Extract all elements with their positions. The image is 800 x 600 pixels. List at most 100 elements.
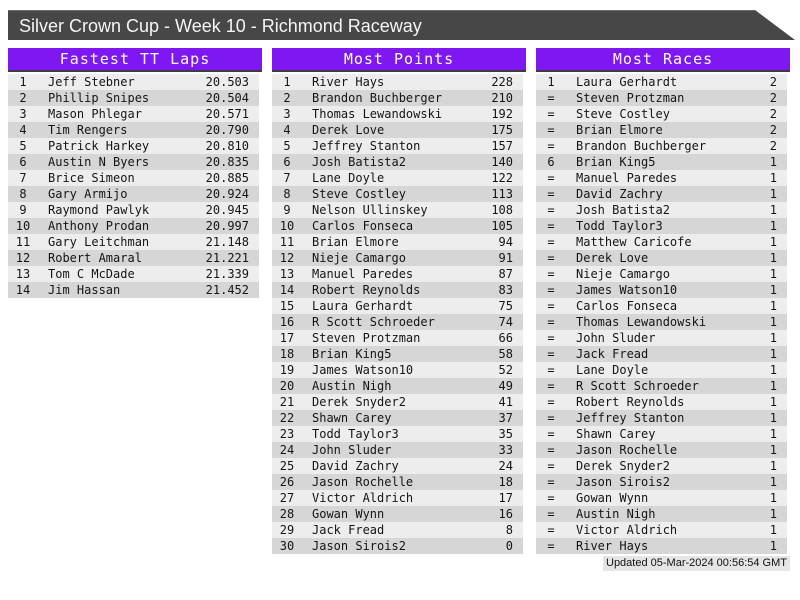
cell-value: 8 [505,523,513,537]
cell-name: R Scott Schroeder [312,315,435,329]
table-row: 3 Thomas Lewandowski 192 [272,106,523,122]
cell-value: 20.810 [205,139,249,153]
cell-value: 1 [769,187,777,201]
cell-value: 20.945 [205,203,249,217]
table-row: 10 Carlos Fonseca 105 [272,218,523,234]
table-row: 21 Derek Snyder2 41 [272,394,523,410]
cell-rank: 22 [279,411,295,425]
cell-name: Laura Gerhardt [312,299,414,313]
table-row: = Steven Protzman 2 [536,90,787,106]
cell-rank: 30 [279,539,295,553]
table-row: 9 Raymond Pawlyk 20.945 [8,202,259,218]
cell-name: Gary Leitchman [48,235,150,249]
cell-value: 1 [769,443,777,457]
leaderboard-rows-fastest-tt-laps: 1 Jeff Stebner 20.503 2 Phillip Snipes 20.504… [8,74,259,298]
cell-value: 1 [769,475,777,489]
cell-value: 0 [505,539,513,553]
cell-rank: 27 [279,491,295,505]
cell-rank: 12 [279,251,295,265]
cell-name: Jeffrey Stanton [576,411,685,425]
cell-rank: 9 [19,203,27,217]
cell-value: 17 [498,491,513,505]
table-row: = Nieje Camargo 1 [536,266,787,282]
cell-value: 1 [769,507,777,521]
cell-value: 2 [769,75,777,89]
cell-name: Shawn Carey [312,411,392,425]
cell-value: 24 [498,459,513,473]
cell-name: David Zachry [312,459,399,473]
cell-rank: = [547,203,555,217]
cell-name: Todd Taylor3 [576,219,663,233]
table-row: 11 Brian Elmore 94 [272,234,523,250]
cell-value: 1 [769,539,777,553]
cell-value: 1 [769,363,777,377]
cell-rank: 15 [279,299,295,313]
cell-rank: 25 [279,459,295,473]
cell-rank: 13 [279,267,295,281]
table-row: 30 Jason Sirois2 0 [272,538,523,554]
table-row: = Derek Snyder2 1 [536,458,787,474]
table-row: 6 Josh Batista2 140 [272,154,523,170]
cell-rank: 14 [15,283,31,297]
cell-name: Carlos Fonseca [576,299,678,313]
cell-name: Manuel Paredes [312,267,414,281]
table-row: = R Scott Schroeder 1 [536,378,787,394]
cell-name: Mason Phlegar [48,107,142,121]
cell-value: 192 [491,107,513,121]
cell-value: 1 [769,171,777,185]
table-row: = Matthew Caricofe 1 [536,234,787,250]
cell-rank: = [547,267,555,281]
cell-rank: = [547,347,555,361]
cell-name: Brian Elmore [576,123,663,137]
table-row: 1 Jeff Stebner 20.503 [8,74,259,90]
cell-rank: = [547,475,555,489]
table-row: = James Watson10 1 [536,282,787,298]
table-row: = Gowan Wynn 1 [536,490,787,506]
table-row: 2 Brandon Buchberger 210 [272,90,523,106]
cell-name: Patrick Harkey [48,139,150,153]
table-row: 7 Brice Simeon 20.885 [8,170,259,186]
cell-rank: 17 [279,331,295,345]
cell-rank: 29 [279,523,295,537]
cell-value: 2 [769,91,777,105]
cell-rank: = [547,299,555,313]
cell-value: 1 [769,395,777,409]
table-row: 12 Robert Amaral 21.221 [8,250,259,266]
cell-name: Jack Fread [312,523,385,537]
cell-name: Nelson Ullinskey [312,203,428,217]
cell-name: Gowan Wynn [576,491,649,505]
cell-name: River Hays [312,75,385,89]
table-row: = David Zachry 1 [536,186,787,202]
cell-rank: = [547,283,555,297]
cell-value: 1 [769,251,777,265]
table-row: 27 Victor Aldrich 17 [272,490,523,506]
cell-name: John Sluder [576,331,656,345]
cell-name: Robert Amaral [48,251,142,265]
table-row: 22 Shawn Carey 37 [272,410,523,426]
table-row: = Thomas Lewandowski 1 [536,314,787,330]
cell-name: Austin N Byers [48,155,150,169]
cell-name: R Scott Schroeder [576,379,699,393]
table-row: 19 James Watson10 52 [272,362,523,378]
table-row: 25 David Zachry 24 [272,458,523,474]
table-row: 12 Nieje Camargo 91 [272,250,523,266]
table-row: 17 Steven Protzman 66 [272,330,523,346]
cell-name: Brian King5 [576,155,656,169]
leaderboard-header-most-races: Most Races [536,48,790,72]
table-row: 15 Laura Gerhardt 75 [272,298,523,314]
cell-value: 1 [769,219,777,233]
table-row: = Derek Love 1 [536,250,787,266]
cell-value: 20.885 [205,171,249,185]
leaderboard-rows-most-races: 1 Laura Gerhardt 2 = Steven Protzman 2 = Steve … [536,74,787,554]
cell-name: Lane Doyle [312,171,385,185]
table-row: 29 Jack Fread 8 [272,522,523,538]
table-row: 7 Lane Doyle 122 [272,170,523,186]
cell-rank: 11 [15,235,31,249]
table-row: 14 Robert Reynolds 83 [272,282,523,298]
cell-name: River Hays [576,539,649,553]
cell-name: Robert Reynolds [312,283,421,297]
table-row: 3 Mason Phlegar 20.571 [8,106,259,122]
cell-name: Jason Sirois2 [312,539,406,553]
cell-name: Robert Reynolds [576,395,685,409]
cell-value: 1 [769,523,777,537]
